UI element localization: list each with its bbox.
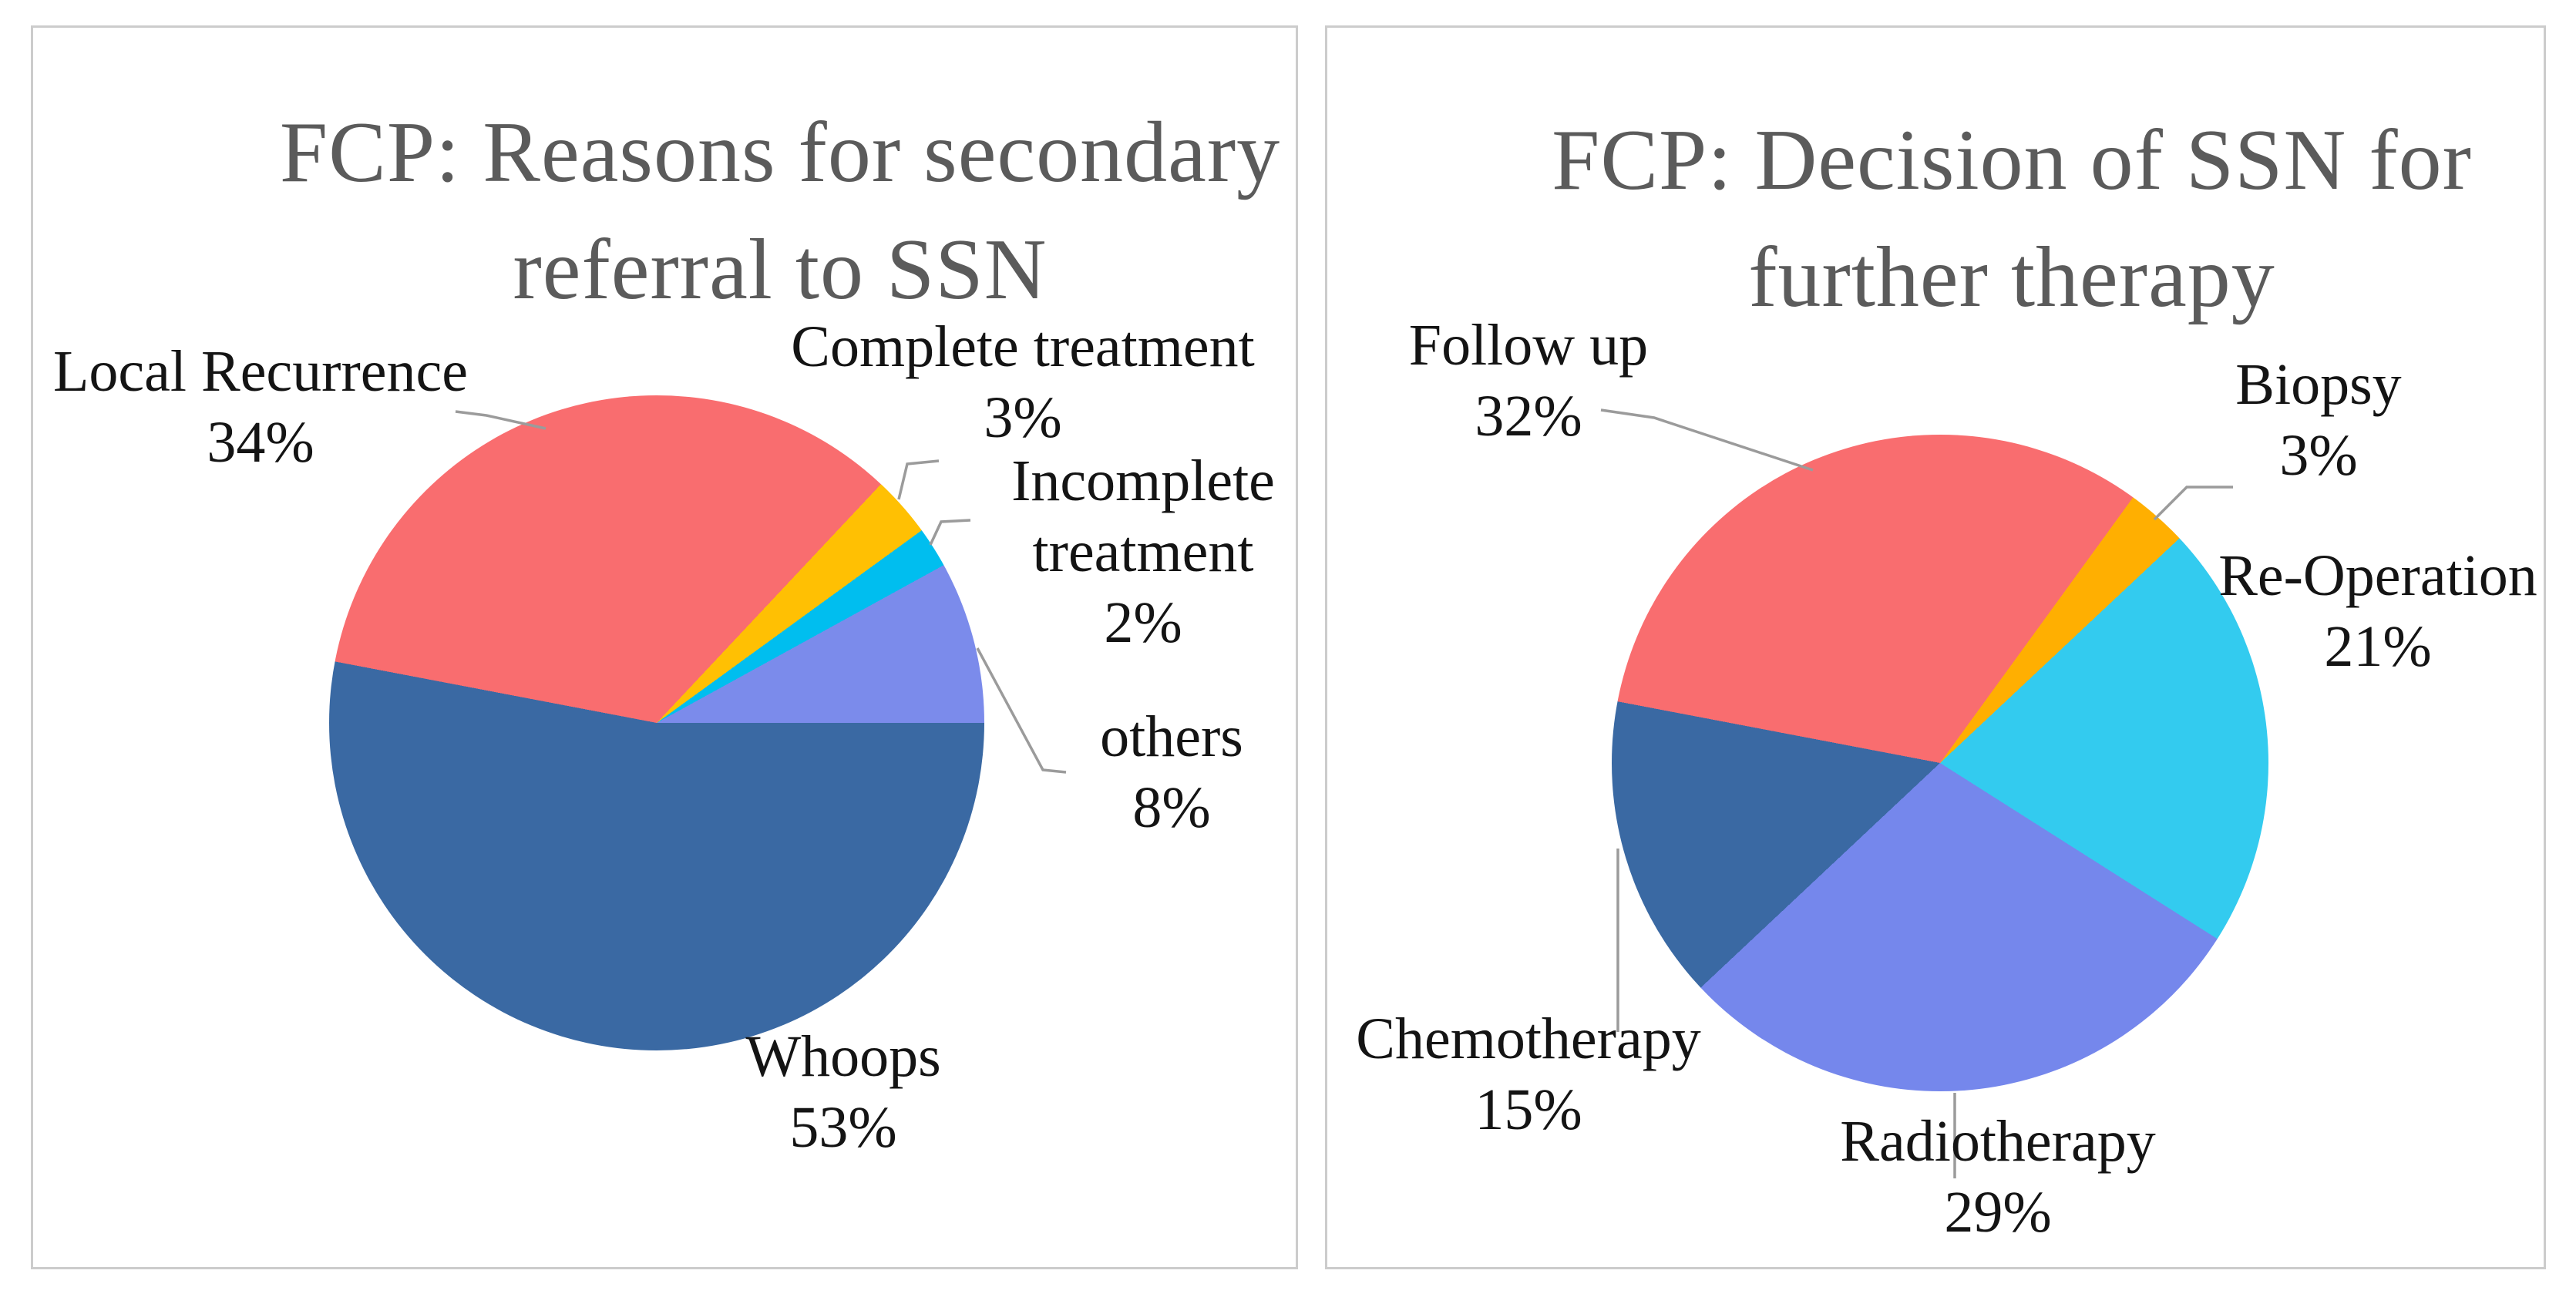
slice-label-chemotherapy: Chemotherapy 15% — [1328, 1003, 1729, 1145]
slice-label-text: Whoops — [745, 1024, 941, 1089]
slice-label-percent: 3% — [2279, 423, 2358, 488]
slice-label-follow-up: Follow up 32% — [1367, 310, 1690, 452]
slice-label-text: Radiotherapy — [1840, 1109, 2156, 1174]
slice-label-incomplete-treatment: Incomplete treatment 2% — [989, 445, 1297, 658]
slice-label-text: Biopsy — [2235, 352, 2402, 417]
slice-label-percent: 21% — [2324, 614, 2432, 679]
slice-label-percent: 8% — [1132, 775, 1211, 840]
slice-label-complete-treatment: Complete treatment 3% — [776, 311, 1270, 453]
slice-label-text: Local Recurrence — [53, 339, 468, 404]
slice-label-text: Complete treatment — [791, 314, 1255, 379]
slice-label-percent: 29% — [1944, 1180, 2052, 1245]
slice-label-percent: 32% — [1475, 384, 1582, 449]
chart-title: FCP: Decision of SSN for further therapy — [1475, 102, 2548, 336]
slice-label-others: others 8% — [1064, 701, 1280, 843]
slice-label-percent: 34% — [207, 410, 314, 475]
slice-label-text: others — [1100, 704, 1243, 769]
leader-line-complete-treatment — [897, 459, 940, 500]
leader-line-others — [976, 647, 1067, 774]
slice-label-text: Re-Operation — [2218, 543, 2537, 608]
slice-label-whoops: Whoops 53% — [705, 1021, 982, 1163]
slice-label-re-operation: Re-Operation 21% — [2201, 540, 2555, 682]
leader-line-biopsy — [2153, 486, 2233, 521]
chart-title-line-1: FCP: Reasons for secondary — [279, 105, 1281, 200]
slice-label-local-recurrence: Local Recurrence 34% — [45, 336, 476, 478]
slice-label-percent: 15% — [1475, 1077, 1582, 1142]
slice-label-text: Follow up — [1408, 313, 1649, 378]
slice-label-text: Incomplete treatment — [1011, 449, 1275, 584]
slice-label-text: Chemotherapy — [1356, 1007, 1701, 1071]
chart-title: FCP: Reasons for secondary referral to S… — [260, 94, 1300, 328]
chart-panel-ssn-decision: FCP: Decision of SSN for further therapy… — [1325, 25, 2546, 1269]
chart-panel-referral-reasons: FCP: Reasons for secondary referral to S… — [31, 25, 1298, 1269]
leader-line-incomplete-treatment — [929, 519, 971, 546]
chart-title-line-1: FCP: Decision of SSN for — [1552, 113, 2472, 208]
slice-label-radiotherapy: Radiotherapy 29% — [1797, 1106, 2198, 1248]
slice-label-percent: 2% — [1104, 590, 1182, 655]
chart-title-line-2: referral to SSN — [513, 222, 1048, 318]
pie-chart-referral-reasons — [329, 395, 984, 1050]
slice-label-percent: 53% — [789, 1095, 897, 1160]
chart-title-line-2: further therapy — [1748, 230, 2275, 325]
pie-chart-ssn-decision — [1612, 435, 2268, 1091]
slice-label-percent: 3% — [984, 385, 1062, 450]
slice-label-biopsy: Biopsy 3% — [2195, 349, 2442, 491]
